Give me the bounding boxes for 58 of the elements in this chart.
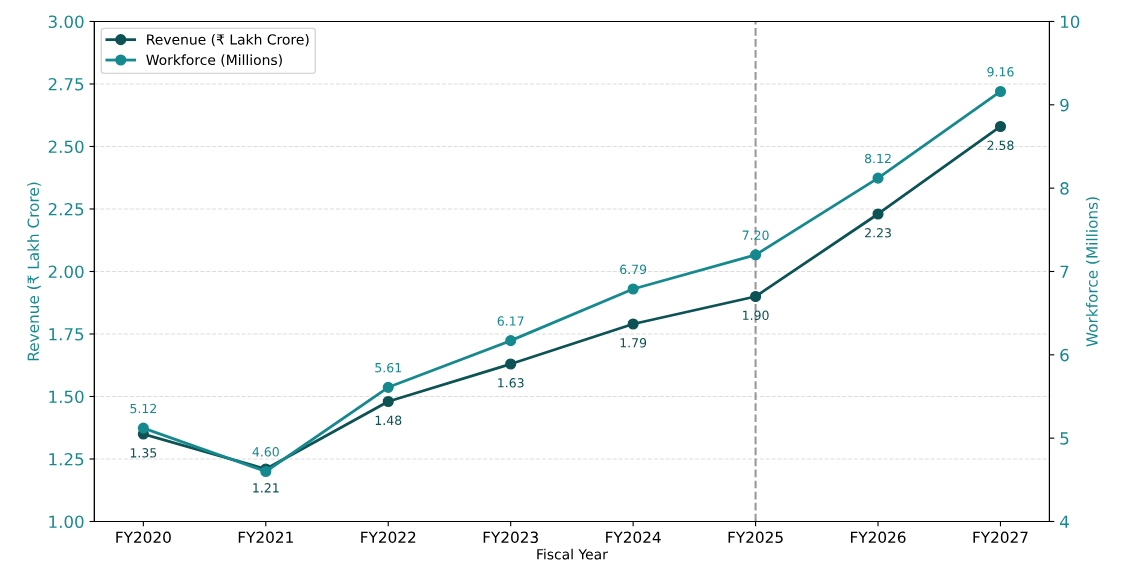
- y2-axis-title: Workforce (Millions): [1085, 197, 1100, 347]
- x-tick-label: FY2022: [361, 531, 416, 544]
- point: [505, 335, 517, 347]
- y-tick-label: 2.00: [48, 265, 84, 279]
- data-label: 1.48: [375, 415, 402, 426]
- data-label: 2.23: [865, 228, 891, 238]
- y2-tick-label: 5: [1060, 432, 1069, 445]
- data-label: 2.58: [987, 140, 1014, 151]
- point: [750, 290, 762, 303]
- y-tick-label: 1.50: [49, 390, 84, 404]
- x-axis-title: Fiscal Year: [537, 548, 608, 560]
- y-axis-title: Revenue (₹ Lakh Crore): [27, 182, 41, 361]
- y-tick-label: 3.00: [48, 15, 84, 29]
- data-label: 1.35: [130, 448, 157, 458]
- point: [137, 422, 149, 434]
- point: [382, 395, 394, 408]
- x-tick-label: FY2021: [238, 531, 293, 544]
- point: [627, 283, 639, 295]
- y2-tick-label: 6: [1060, 348, 1069, 362]
- x-tick-label: FY2025: [728, 531, 783, 544]
- point: [750, 249, 762, 261]
- legend-label: Revenue (₹ Lakh Crore): [147, 33, 309, 47]
- x-tick-label: FY2023: [483, 531, 538, 544]
- x-tick-label: FY2024: [606, 531, 661, 544]
- y2-tick-label: 4: [1059, 515, 1069, 528]
- y2-tick-label: 7: [1060, 265, 1069, 278]
- point: [382, 381, 394, 393]
- data-label: 6.79: [620, 264, 647, 275]
- point: [627, 318, 639, 330]
- data-label: 1.90: [743, 310, 769, 321]
- y2-tick-label: 10: [1061, 15, 1080, 29]
- point: [994, 85, 1007, 98]
- data-label: 1.21: [253, 483, 279, 493]
- y-tick-label: 1.75: [49, 328, 84, 341]
- point: [505, 358, 517, 370]
- legend-label: Workforce (Millions): [146, 54, 282, 67]
- x-tick-label: FY2020: [116, 531, 171, 544]
- x-tick-label: FY2026: [851, 531, 906, 544]
- y-tick-label: 2.75: [48, 77, 84, 91]
- y-tick-label: 1.25: [49, 452, 84, 466]
- data-label: 7.20: [742, 230, 769, 240]
- y2-tick-label: 9: [1060, 98, 1069, 112]
- data-label: 1.79: [620, 338, 647, 348]
- point: [872, 172, 884, 184]
- point: [872, 208, 884, 220]
- x-tick-label: FY2027: [973, 531, 1028, 544]
- data-label: 9.16: [987, 67, 1014, 77]
- data-label: 4.60: [252, 447, 279, 457]
- y-tick-label: 2.50: [48, 140, 84, 154]
- data-label: 1.63: [498, 378, 524, 388]
- y-tick-label: 1.00: [49, 515, 84, 529]
- y-tick-label: 2.25: [48, 202, 84, 216]
- data-label: 5.12: [130, 403, 157, 414]
- data-label: 6.17: [497, 316, 524, 326]
- data-label: 8.12: [864, 153, 891, 164]
- point: [994, 120, 1007, 133]
- y2-tick-label: 8: [1060, 182, 1069, 195]
- data-label: 5.61: [375, 362, 401, 373]
